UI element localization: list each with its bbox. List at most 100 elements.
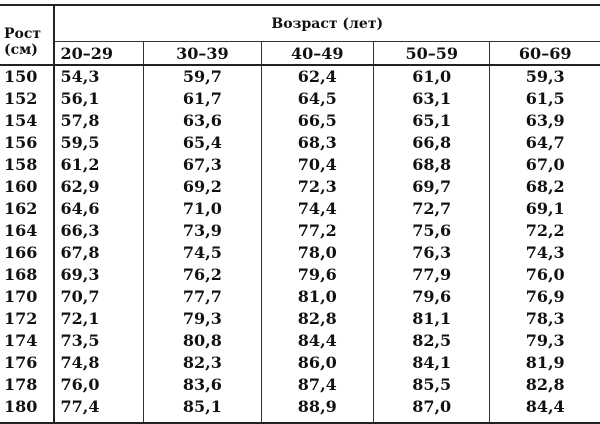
weight-cell: 69,2: [143, 176, 262, 198]
weight-cell: 78,3: [525, 309, 565, 328]
table-row: 178 76,0 83,6 87,4 85,5 82,8: [0, 374, 600, 396]
weight-cell: 77,4: [53, 396, 145, 424]
weight-table: Рост Возраст (лет) (см) 20–29 30–39 40–4…: [0, 4, 600, 424]
weight-cell: 82,8: [261, 308, 375, 330]
weight-cell: 80,8: [143, 330, 262, 352]
table-row: 156 59,5 65,4 68,3 66,8 64,7: [0, 132, 600, 154]
weight-cell: 76,9: [525, 287, 565, 306]
weight-cell: 82,3: [143, 352, 262, 374]
weight-cell: 77,2: [261, 220, 375, 242]
weight-cell: 87,4: [261, 374, 375, 396]
weight-cell: 57,8: [53, 110, 145, 132]
height-cell: 178: [0, 374, 55, 396]
height-cell: 168: [0, 264, 55, 286]
weight-cell: 68,2: [525, 177, 565, 196]
table-row: 154 57,8 63,6 66,5 65,1 63,9: [0, 110, 600, 132]
weight-cell: 68,8: [373, 154, 491, 176]
weight-cell: 70,7: [53, 286, 145, 308]
height-cell: 160: [0, 176, 55, 198]
table-body: 150 54,3 59,7 62,4 61,0 59,3 152 56,1 61,7 64,5 63…: [0, 65, 600, 424]
height-unit-label: (см): [0, 41, 55, 66]
weight-cell: 69,3: [53, 264, 145, 286]
height-cell: 150: [0, 65, 55, 88]
height-cell: 180: [0, 396, 55, 424]
weight-cell: 72,2: [525, 221, 565, 240]
table-row: 168 69,3 76,2 79,6 77,9 76,0: [0, 264, 600, 286]
weight-cell: 76,0: [53, 374, 145, 396]
table-row: 166 67,8 74,5 78,0 76,3 74,3: [0, 242, 600, 264]
height-cell: 174: [0, 330, 55, 352]
table-row: 172 72,1 79,3 82,8 81,1 78,3: [0, 308, 600, 330]
age-header: Возраст (лет): [53, 4, 600, 42]
table-row: 158 61,2 67,3 70,4 68,8 67,0: [0, 154, 600, 176]
weight-cell: 59,3: [525, 67, 565, 86]
weight-cell: 68,3: [261, 132, 375, 154]
weight-cell: 59,7: [143, 65, 262, 88]
weight-cell: 56,1: [53, 88, 145, 110]
height-cell: 164: [0, 220, 55, 242]
weight-cell: 66,3: [53, 220, 145, 242]
weight-cell: 61,5: [525, 89, 565, 108]
weight-cell: 75,6: [373, 220, 491, 242]
weight-cell: 74,4: [261, 198, 375, 220]
weight-cell: 74,8: [53, 352, 145, 374]
weight-cell: 74,5: [143, 242, 262, 264]
weight-cell: 76,0: [525, 265, 565, 284]
weight-cell: 62,4: [261, 65, 375, 88]
weight-cell: 61,0: [373, 65, 491, 88]
weight-cell: 76,2: [143, 264, 262, 286]
height-cell: 176: [0, 352, 55, 374]
weight-cell: 81,9: [525, 353, 565, 372]
weight-cell: 88,9: [261, 396, 375, 424]
weight-cell: 64,5: [261, 88, 375, 110]
table-row: 162 64,6 71,0 74,4 72,7 69,1: [0, 198, 600, 220]
weight-cell: 67,0: [525, 155, 565, 174]
weight-cell: 85,5: [373, 374, 491, 396]
height-cell: 156: [0, 132, 55, 154]
weight-cell: 59,5: [53, 132, 145, 154]
weight-cell: 73,9: [143, 220, 262, 242]
weight-cell: 65,1: [373, 110, 491, 132]
table-row: 176 74,8 82,3 86,0 84,1 81,9: [0, 352, 600, 374]
age-group-header: 40–49: [261, 41, 375, 66]
weight-cell: 69,7: [373, 176, 491, 198]
weight-cell: 73,5: [53, 330, 145, 352]
weight-cell: 67,8: [53, 242, 145, 264]
height-cell: 172: [0, 308, 55, 330]
weight-cell: 77,9: [373, 264, 491, 286]
weight-cell: 78,0: [261, 242, 375, 264]
weight-cell: 85,1: [143, 396, 262, 424]
weight-cell: 66,8: [373, 132, 491, 154]
weight-cell: 65,4: [143, 132, 262, 154]
weight-cell: 72,7: [373, 198, 491, 220]
weight-cell: 84,4: [489, 396, 600, 424]
height-cell: 152: [0, 88, 55, 110]
weight-cell: 79,3: [525, 331, 565, 350]
weight-cell: 81,1: [373, 308, 491, 330]
weight-cell: 64,6: [53, 198, 145, 220]
weight-cell: 79,6: [261, 264, 375, 286]
weight-cell: 82,5: [373, 330, 491, 352]
table-row: 150 54,3 59,7 62,4 61,0 59,3: [0, 65, 600, 88]
height-cell: 162: [0, 198, 55, 220]
weight-cell: 71,0: [143, 198, 262, 220]
age-group-header: 60–69: [489, 41, 600, 66]
weight-cell: 79,3: [143, 308, 262, 330]
weight-cell: 87,0: [373, 396, 491, 424]
weight-cell: 62,9: [53, 176, 145, 198]
height-cell: 170: [0, 286, 55, 308]
weight-cell: 83,6: [143, 374, 262, 396]
table-row: 180 77,4 85,1 88,9 87,0 84,4: [0, 396, 600, 424]
weight-cell: 79,6: [373, 286, 491, 308]
height-header-label: Рост: [0, 4, 55, 42]
table-row: 174 73,5 80,8 84,4 82,5 79,3: [0, 330, 600, 352]
weight-cell: 72,3: [261, 176, 375, 198]
weight-cell: 64,7: [525, 133, 565, 152]
weight-cell: 76,3: [373, 242, 491, 264]
weight-cell: 72,1: [53, 308, 145, 330]
weight-cell: 61,2: [53, 154, 145, 176]
height-cell: 166: [0, 242, 55, 264]
weight-cell: 69,1: [525, 199, 565, 218]
weight-cell: 66,5: [261, 110, 375, 132]
weight-cell: 63,1: [373, 88, 491, 110]
